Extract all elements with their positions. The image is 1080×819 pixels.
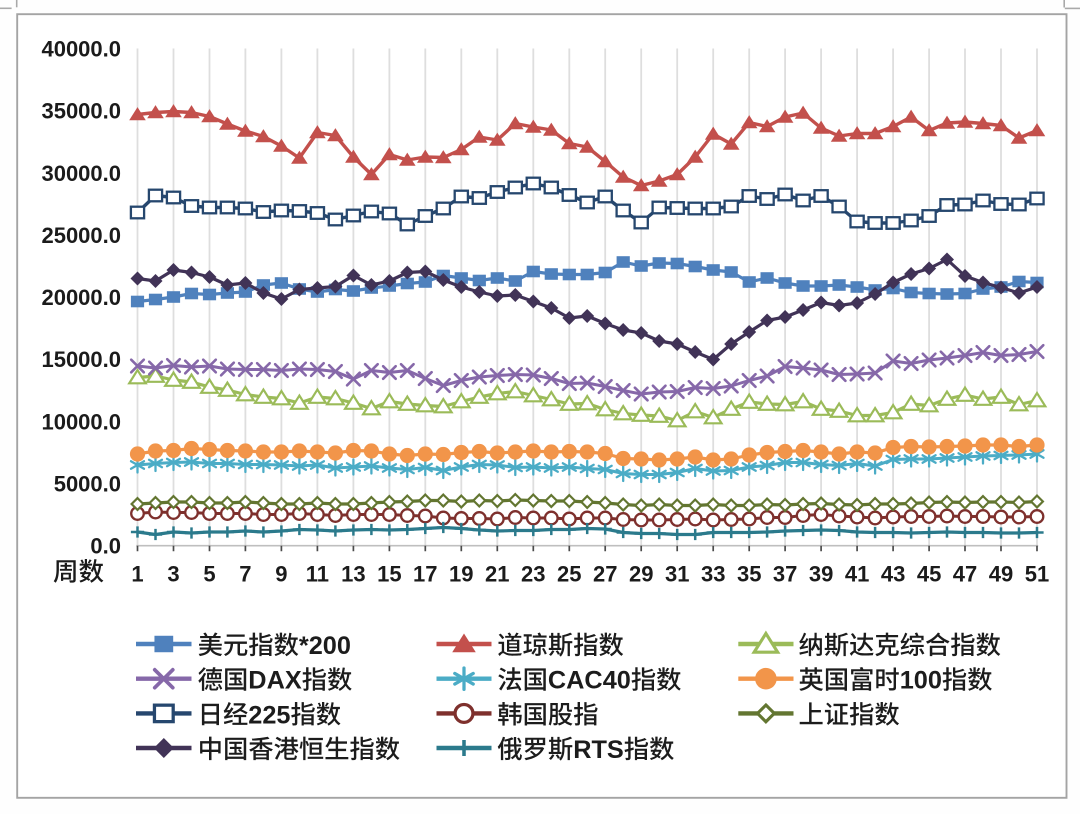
svg-text:225: 225 [248,701,290,729]
svg-text:5000.0: 5000.0 [54,472,121,497]
svg-text:20000.0: 20000.0 [41,285,121,310]
svg-text:40000.0: 40000.0 [41,37,121,62]
svg-text:CAC40: CAC40 [548,667,631,695]
svg-text:27: 27 [593,562,617,587]
svg-text:43: 43 [881,562,905,587]
svg-text:19: 19 [449,562,473,587]
svg-text:13: 13 [341,562,365,587]
svg-text:35: 35 [737,562,761,587]
svg-text:39: 39 [809,562,833,587]
svg-text:29: 29 [629,562,653,587]
svg-text:49: 49 [989,562,1013,587]
svg-text:37: 37 [773,562,797,587]
svg-text:21: 21 [485,562,509,587]
svg-text:15: 15 [377,562,401,587]
svg-text:15000.0: 15000.0 [41,347,121,372]
svg-text:DAX: DAX [248,667,302,695]
svg-text:7: 7 [239,562,251,587]
svg-text:47: 47 [953,562,977,587]
svg-text:25: 25 [557,562,581,587]
svg-text:41: 41 [845,562,869,587]
svg-text:25000.0: 25000.0 [41,223,121,248]
svg-text:0.0: 0.0 [90,534,121,559]
svg-text:17: 17 [413,562,437,587]
svg-text:10000.0: 10000.0 [41,409,121,434]
svg-text:51: 51 [1025,562,1049,587]
svg-text:31: 31 [665,562,689,587]
svg-text:5: 5 [203,562,215,587]
svg-text:11: 11 [306,562,329,587]
svg-text:1: 1 [131,562,143,587]
svg-text:35000.0: 35000.0 [41,99,121,124]
svg-text:23: 23 [521,562,545,587]
svg-text:3: 3 [167,562,179,587]
svg-text:RTS: RTS [573,736,624,764]
svg-text:100: 100 [900,667,942,695]
svg-text:*200: *200 [299,632,351,660]
svg-text:9: 9 [275,562,287,587]
svg-text:33: 33 [701,562,725,587]
svg-text:30000.0: 30000.0 [41,161,121,186]
svg-text:45: 45 [917,562,941,587]
